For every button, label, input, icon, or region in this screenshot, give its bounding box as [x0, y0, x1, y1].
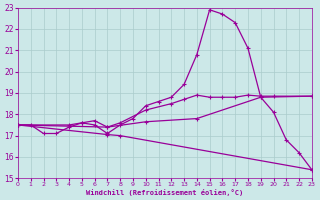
X-axis label: Windchill (Refroidissement éolien,°C): Windchill (Refroidissement éolien,°C) [86, 189, 244, 196]
